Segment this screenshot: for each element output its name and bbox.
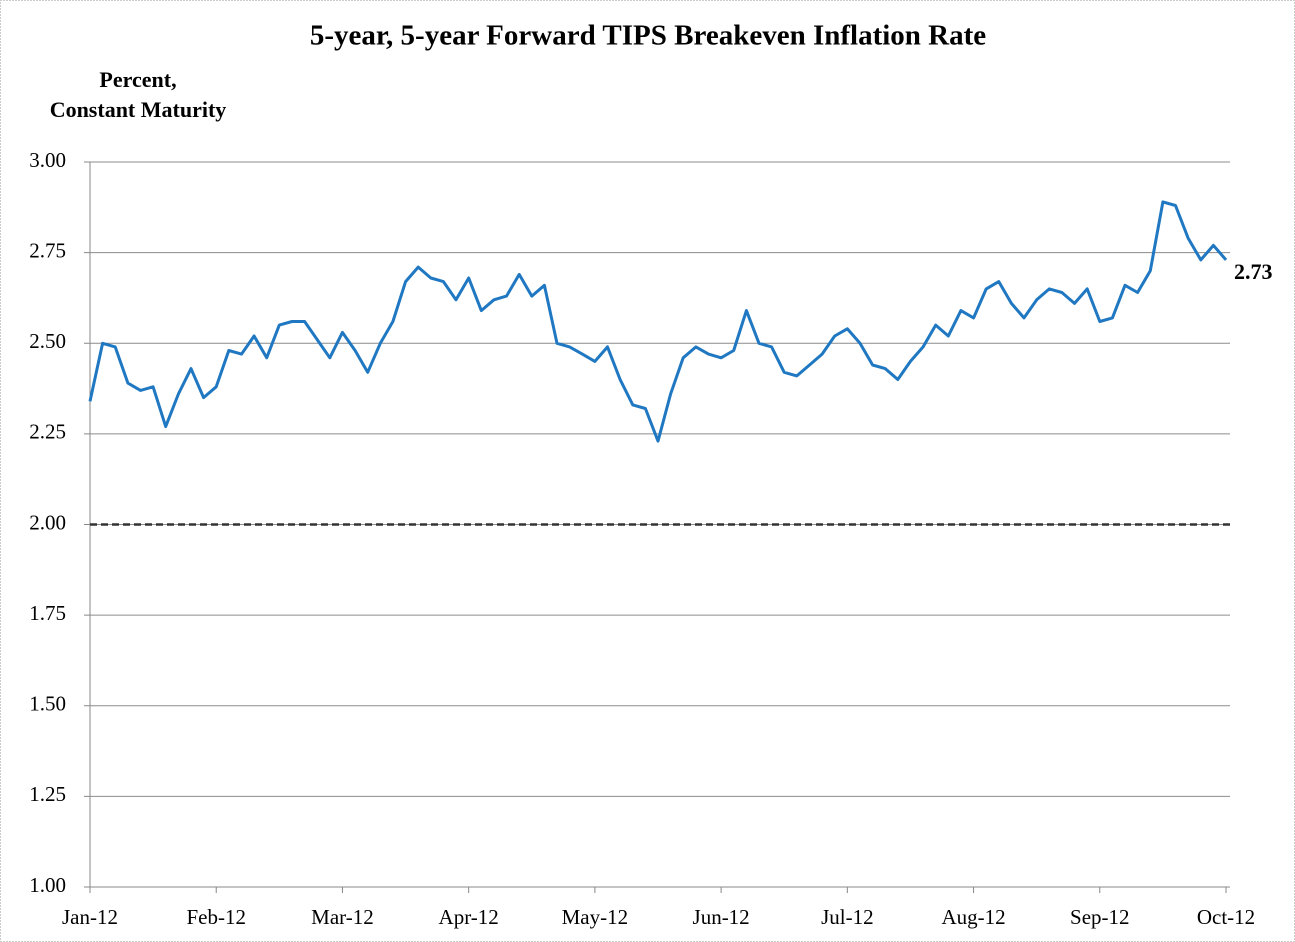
- x-tick-label: May-12: [562, 905, 629, 929]
- y-tick-label: 2.25: [29, 420, 66, 444]
- end-label: 2.73: [1234, 259, 1273, 284]
- chart-title: 5-year, 5-year Forward TIPS Breakeven In…: [310, 20, 986, 52]
- y-tick-label: 1.75: [29, 601, 66, 625]
- x-tick-label: Sep-12: [1070, 905, 1130, 929]
- x-tick-label: Feb-12: [186, 905, 246, 929]
- y-tick-label: 3.00: [29, 148, 66, 172]
- x-tick-label: Aug-12: [941, 905, 1005, 929]
- data-line: [88, 200, 1228, 443]
- x-tick-label: Mar-12: [311, 905, 374, 929]
- x-tick-label: Jul-12: [821, 905, 874, 929]
- y-axis-title: Constant Maturity: [50, 97, 227, 122]
- x-tick-label: Jan-12: [62, 905, 118, 929]
- y-tick-label: 1.00: [29, 873, 66, 897]
- x-tick-label: Apr-12: [439, 905, 499, 929]
- y-axis-title: Percent,: [99, 67, 176, 92]
- y-tick-label: 1.50: [29, 692, 66, 716]
- y-tick-label: 1.25: [29, 782, 66, 806]
- x-tick-label: Jun-12: [693, 905, 750, 929]
- y-tick-label: 2.50: [29, 329, 66, 353]
- x-tick-label: Oct-12: [1197, 905, 1255, 929]
- y-tick-label: 2.00: [29, 510, 66, 534]
- y-tick-label: 2.75: [29, 238, 66, 262]
